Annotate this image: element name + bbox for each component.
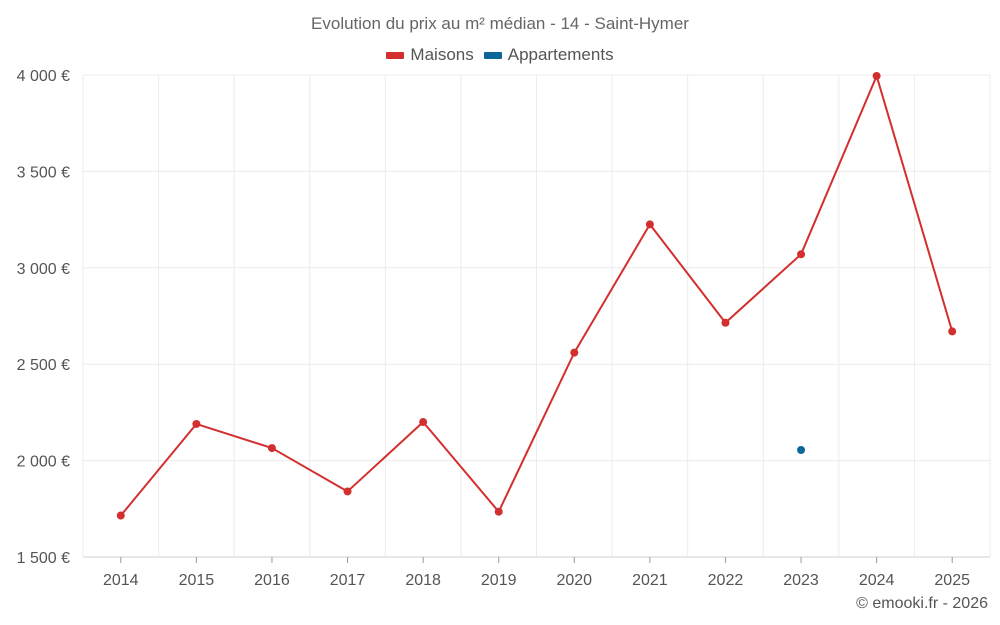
x-tick-label: 2021 bbox=[632, 572, 668, 589]
data-point-maisons[interactable] bbox=[797, 250, 806, 259]
legend-swatch-maisons bbox=[386, 51, 405, 59]
y-tick-label: 3 500 € bbox=[17, 164, 70, 181]
x-tick-label: 2019 bbox=[481, 572, 517, 589]
data-point-maisons[interactable] bbox=[948, 327, 957, 336]
y-tick-label: 2 000 € bbox=[17, 454, 70, 471]
x-tick-label: 2024 bbox=[859, 572, 895, 589]
legend-swatch-appartements bbox=[483, 51, 502, 59]
x-tick-label: 2018 bbox=[405, 572, 441, 589]
chart-title: Evolution du prix au m² médian - 14 - Sa… bbox=[311, 14, 689, 33]
legend-label-appartements: Appartements bbox=[507, 45, 614, 64]
legend-label-maisons: Maisons bbox=[410, 45, 474, 64]
series-line-maisons bbox=[120, 74, 954, 517]
x-tick-label: 2015 bbox=[179, 572, 215, 589]
x-tick-label: 2017 bbox=[330, 572, 366, 589]
data-point-maisons[interactable] bbox=[343, 487, 352, 496]
data-point-maisons[interactable] bbox=[645, 220, 654, 229]
data-point-maisons[interactable] bbox=[872, 71, 881, 80]
x-tick-label: 2022 bbox=[708, 572, 744, 589]
x-tick-label: 2014 bbox=[103, 572, 139, 589]
data-point-maisons[interactable] bbox=[116, 511, 125, 520]
y-tick-label: 4 000 € bbox=[17, 68, 70, 85]
data-point-maisons[interactable] bbox=[267, 444, 276, 453]
data-point-maisons[interactable] bbox=[192, 419, 201, 428]
x-tick-label: 2016 bbox=[254, 572, 290, 589]
legend-item-maisons[interactable]: Maisons bbox=[386, 45, 474, 65]
legend: Maisons Appartements bbox=[0, 45, 1000, 65]
data-point-maisons[interactable] bbox=[570, 348, 579, 357]
data-point-appartements[interactable] bbox=[797, 445, 806, 454]
x-tick-label: 2020 bbox=[556, 572, 592, 589]
data-point-maisons[interactable] bbox=[419, 418, 428, 427]
y-tick-label: 1 500 € bbox=[17, 550, 70, 567]
legend-item-appartements[interactable]: Appartements bbox=[483, 45, 614, 65]
data-point-maisons[interactable] bbox=[721, 318, 730, 327]
x-tick-label: 2025 bbox=[934, 572, 970, 589]
credit-text: © emooki.fr - 2026 bbox=[856, 595, 988, 612]
y-tick-label: 3 000 € bbox=[17, 261, 70, 278]
data-point-maisons[interactable] bbox=[494, 507, 503, 516]
y-tick-label: 2 500 € bbox=[17, 357, 70, 374]
x-tick-label: 2023 bbox=[783, 572, 819, 589]
